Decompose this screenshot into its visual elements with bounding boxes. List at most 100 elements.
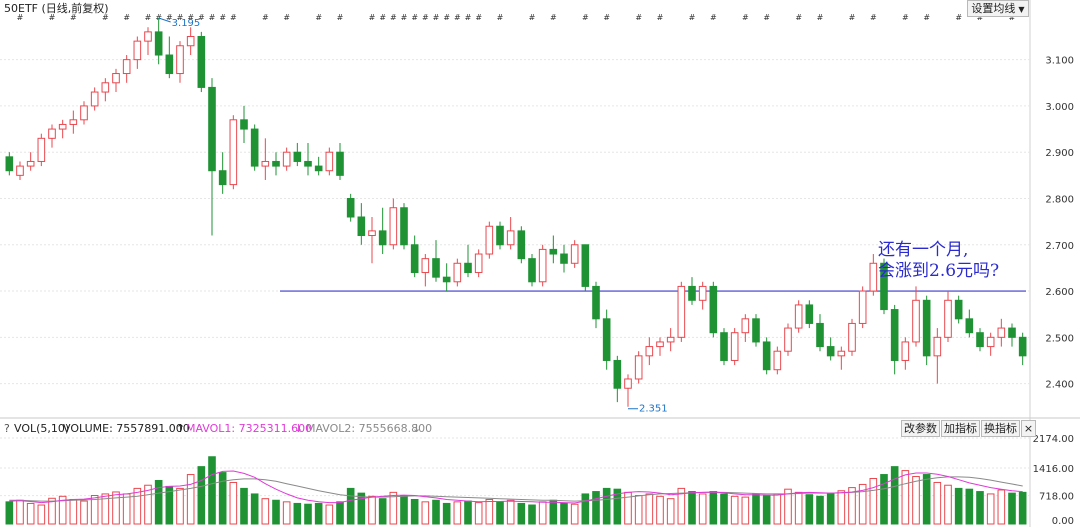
info-marker: # <box>433 13 440 22</box>
info-marker: # <box>411 13 418 22</box>
info-marker: # <box>70 13 77 22</box>
info-marker: # <box>742 13 749 22</box>
info-marker: # <box>465 13 472 22</box>
volume-bar <box>549 499 558 525</box>
volume-bar <box>602 487 611 525</box>
up-arrow-icon: ↑ <box>176 422 185 435</box>
candle-body <box>976 332 984 348</box>
candle-body <box>133 40 142 61</box>
volume-bar <box>421 501 430 525</box>
info-marker: # <box>603 13 610 22</box>
volume-bar <box>954 487 963 525</box>
candle-body <box>282 151 291 167</box>
volume-bar <box>912 476 920 525</box>
volume-bar <box>261 498 270 525</box>
settings-ma-button[interactable]: 设置均线 ▼ <box>967 0 1029 17</box>
volume-bar <box>944 484 952 525</box>
volume-bar <box>432 499 440 525</box>
price-tick-label: 2.500 <box>1045 333 1074 344</box>
volume-bar <box>5 501 14 525</box>
volume-bar <box>837 490 846 525</box>
info-marker: # <box>209 13 216 22</box>
candle-body <box>442 276 451 283</box>
volume-bar <box>560 502 568 525</box>
info-marker: # <box>902 13 909 22</box>
candle-body <box>581 244 590 287</box>
candle-body <box>517 230 526 260</box>
candle-body <box>154 31 163 56</box>
candle-body <box>314 165 323 172</box>
volume-bar <box>656 495 664 525</box>
candle-body <box>912 299 920 343</box>
candle-body <box>261 160 270 167</box>
volume-bar <box>186 474 195 525</box>
candle-body <box>944 299 952 338</box>
candle-body <box>368 230 376 237</box>
volume-bar <box>37 504 46 525</box>
vol-indicator-label: VOL(5,10) <box>14 422 69 435</box>
candle-body <box>677 285 686 338</box>
volume-bar <box>762 495 771 525</box>
volume-bar <box>784 488 792 525</box>
info-marker: # <box>443 13 450 22</box>
candle-body <box>250 128 259 167</box>
candle-body <box>197 36 206 88</box>
volume-bar <box>336 501 344 525</box>
add-indicator-button[interactable]: 加指标 <box>941 420 980 437</box>
info-marker: # <box>689 13 696 22</box>
volume-bar <box>752 493 760 525</box>
candle-body <box>112 73 120 84</box>
high-annotation-label: 3.195 <box>172 18 201 29</box>
candle-body <box>176 45 184 75</box>
volume-bar <box>720 493 728 525</box>
volume-bar <box>688 491 696 525</box>
info-marker: # <box>923 13 930 22</box>
volume-bar <box>122 493 131 525</box>
candle-body <box>848 322 856 352</box>
volume-bar <box>677 487 686 525</box>
volume-bar <box>304 503 312 525</box>
volume-bar <box>389 491 398 525</box>
volume-bar <box>368 495 376 525</box>
candle-body <box>986 336 995 348</box>
candle-body <box>453 262 462 283</box>
info-marker: # <box>657 13 664 22</box>
volume-bar <box>293 502 302 525</box>
volume-bar <box>69 498 78 525</box>
volume-bar <box>176 487 184 525</box>
info-marker: # <box>475 13 482 22</box>
switch-indicator-button[interactable]: 换指标 <box>981 420 1020 437</box>
close-panel-button[interactable]: × <box>1021 420 1036 437</box>
volume-bar <box>965 488 974 525</box>
candle-body <box>816 322 824 348</box>
candle-body <box>730 332 739 361</box>
candle-body <box>997 327 1006 338</box>
info-marker: # <box>49 13 56 22</box>
candle-body <box>506 230 515 246</box>
info-marker: # <box>219 13 226 22</box>
info-marker: # <box>145 13 152 22</box>
dropdown-icon: ▼ <box>1018 5 1025 14</box>
volume-bar <box>581 493 590 525</box>
candle-body <box>48 128 56 139</box>
candle-body <box>144 31 152 42</box>
volume-bar <box>880 474 888 525</box>
volume-bar <box>16 499 24 525</box>
candle-body <box>16 165 24 176</box>
price-tick-label: 2.600 <box>1045 287 1074 298</box>
info-marker: # <box>283 13 290 22</box>
candle-body <box>634 355 643 380</box>
volume-bar <box>133 487 142 525</box>
candle-body <box>272 160 280 167</box>
volume-bar <box>250 493 259 525</box>
info-marker: # <box>955 13 962 22</box>
settings-ma-label: 设置均线 <box>971 2 1016 15</box>
volume-bar <box>976 491 984 525</box>
volume-bar <box>666 498 675 525</box>
volume-bar <box>400 495 408 525</box>
candle-body <box>186 36 195 47</box>
help-icon[interactable]: ? <box>4 422 10 435</box>
info-marker: # <box>187 13 194 22</box>
candle-body <box>421 258 430 274</box>
edit-params-button[interactable]: 改参数 <box>901 420 940 437</box>
